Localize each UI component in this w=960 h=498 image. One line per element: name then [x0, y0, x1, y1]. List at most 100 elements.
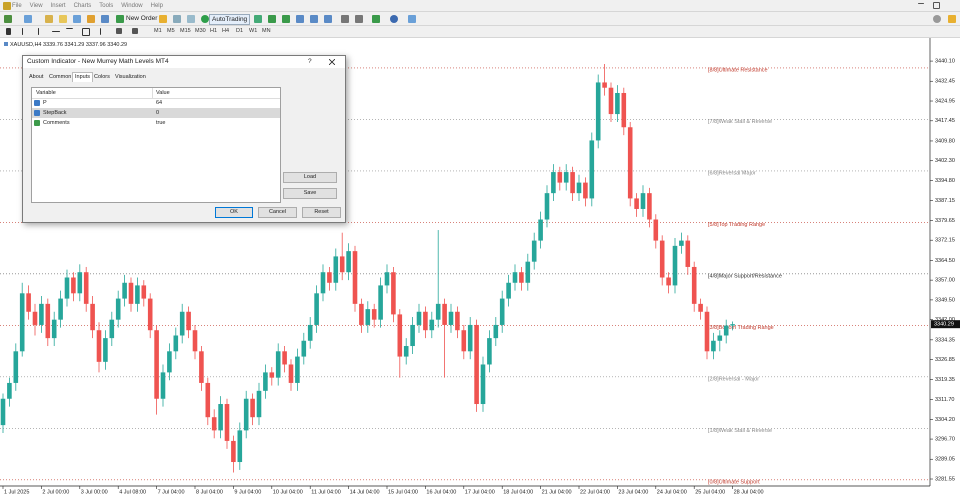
crosshair-tool[interactable]	[22, 28, 23, 35]
chart-header: XAUUSD,H4 3339.76 3341.29 3337.96 3340.2…	[10, 42, 127, 48]
y-tick-label: 3296.70	[935, 437, 955, 443]
x-tick-label: 23 Jul 04:00	[618, 489, 648, 495]
timeframe-button[interactable]: MN	[262, 28, 271, 34]
toolbar-icon[interactable]	[254, 15, 262, 23]
timeframe-button[interactable]: M5	[167, 28, 175, 34]
toolbar-icon[interactable]	[116, 15, 124, 23]
toolbar-icon[interactable]	[159, 15, 167, 23]
menu-item[interactable]: Tools	[99, 3, 114, 9]
toolbar-icon[interactable]	[372, 15, 380, 23]
toolbar-icon[interactable]	[310, 15, 318, 23]
timeframe-button[interactable]: M30	[195, 28, 206, 34]
candle-body	[685, 240, 691, 267]
cancel-button[interactable]: Cancel	[258, 207, 297, 218]
reset-button[interactable]: Reset	[302, 207, 341, 218]
text-tool[interactable]	[116, 28, 122, 34]
toolbar-icon[interactable]	[282, 15, 290, 23]
new-order-button[interactable]: New Order	[126, 15, 158, 22]
candle-body	[282, 351, 287, 365]
fibo-tool[interactable]	[100, 28, 108, 35]
search-icon[interactable]	[933, 15, 941, 23]
y-tick-label: 3334.35	[935, 337, 955, 343]
line-tool[interactable]	[38, 28, 39, 35]
candle-body	[679, 240, 684, 246]
candle-body	[659, 240, 665, 278]
toolbar-icon[interactable]	[24, 15, 32, 23]
candle-body	[563, 172, 569, 183]
candle-body	[410, 324, 415, 347]
minimize-button[interactable]	[918, 3, 924, 4]
toolbar-icon[interactable]	[390, 15, 398, 23]
candle-body	[647, 193, 652, 220]
tab-selected[interactable]: Inputs	[72, 72, 93, 82]
toolbar-icon[interactable]	[101, 15, 109, 23]
candle-body	[115, 298, 121, 320]
param-value[interactable]: true	[156, 120, 166, 126]
candle-body	[493, 324, 499, 339]
tab[interactable]: Visualization	[115, 74, 146, 80]
close-button[interactable]	[329, 59, 335, 65]
timeframe-button[interactable]: W1	[249, 28, 258, 34]
timeframe-button[interactable]: M1	[154, 28, 162, 34]
candle-body	[698, 303, 703, 312]
toolbar-icon[interactable]	[268, 15, 276, 23]
timeframe-button[interactable]: D1	[236, 28, 244, 34]
candle-body	[557, 172, 563, 183]
timeframe-button[interactable]: H4	[222, 28, 230, 34]
timeframe-button[interactable]: H1	[210, 28, 218, 34]
last-price-label: 3340.29	[934, 322, 954, 328]
restore-button[interactable]	[933, 2, 940, 9]
toolbar-icon[interactable]	[4, 15, 12, 23]
toolbar-icon[interactable]	[59, 15, 67, 23]
hline-tool[interactable]	[52, 31, 60, 32]
candle-body	[589, 140, 595, 199]
candle-body	[64, 277, 70, 299]
alerts-icon[interactable]	[948, 15, 956, 23]
help-button[interactable]: ?	[308, 58, 312, 65]
toolbar-icon[interactable]	[408, 15, 416, 23]
toolbar-icon[interactable]	[341, 15, 349, 23]
menu-item[interactable]: View	[29, 3, 43, 9]
toolbar-icon[interactable]	[324, 15, 332, 23]
load-button[interactable]: Load	[283, 172, 337, 183]
candle-body	[307, 324, 313, 341]
param-value[interactable]: 0	[156, 110, 160, 116]
tab[interactable]: Colors	[94, 74, 110, 80]
ok-button[interactable]: OK	[215, 207, 253, 218]
candle-body	[173, 335, 179, 352]
toolbar-icon[interactable]	[173, 15, 181, 23]
toolbar-icon[interactable]	[45, 15, 53, 23]
table-header	[32, 88, 280, 99]
autotrading-button[interactable]: AutoTrading	[209, 14, 251, 25]
channel-tool[interactable]	[82, 28, 90, 36]
tab[interactable]: About	[29, 74, 44, 80]
dialog-title: Custom Indicator - New Murrey Math Level…	[27, 58, 169, 65]
save-button[interactable]: Save	[283, 188, 337, 199]
param-name: Comments	[43, 120, 70, 126]
menu-item[interactable]: Help	[150, 3, 163, 9]
toolbar-icon[interactable]	[296, 15, 304, 23]
candle-body	[416, 311, 422, 325]
shapes-tool[interactable]	[132, 28, 138, 34]
menu-item[interactable]: File	[12, 3, 22, 9]
cursor-tool[interactable]	[6, 28, 11, 35]
candle-body	[256, 390, 262, 418]
toolbar-icon[interactable]	[355, 15, 363, 23]
timeframe-button[interactable]: M15	[180, 28, 191, 34]
candle-body	[467, 324, 473, 352]
tab[interactable]: Common	[49, 74, 72, 80]
selected-row[interactable]	[32, 108, 280, 118]
y-tick-label: 3417.45	[935, 118, 955, 124]
trend-tool[interactable]	[66, 28, 73, 36]
menu-item[interactable]: Charts	[73, 3, 92, 9]
toolbar-icon[interactable]	[87, 15, 95, 23]
toolbar-icon[interactable]	[187, 15, 195, 23]
candle-body	[288, 364, 294, 383]
toolbar-icon[interactable]	[73, 15, 81, 23]
menu-item[interactable]: Window	[121, 3, 143, 9]
menu-item[interactable]: Insert	[50, 3, 66, 9]
candle-body	[429, 319, 435, 331]
y-tick-label: 3349.50	[935, 297, 955, 303]
param-value[interactable]: 64	[156, 100, 163, 106]
candle-body	[122, 282, 127, 299]
